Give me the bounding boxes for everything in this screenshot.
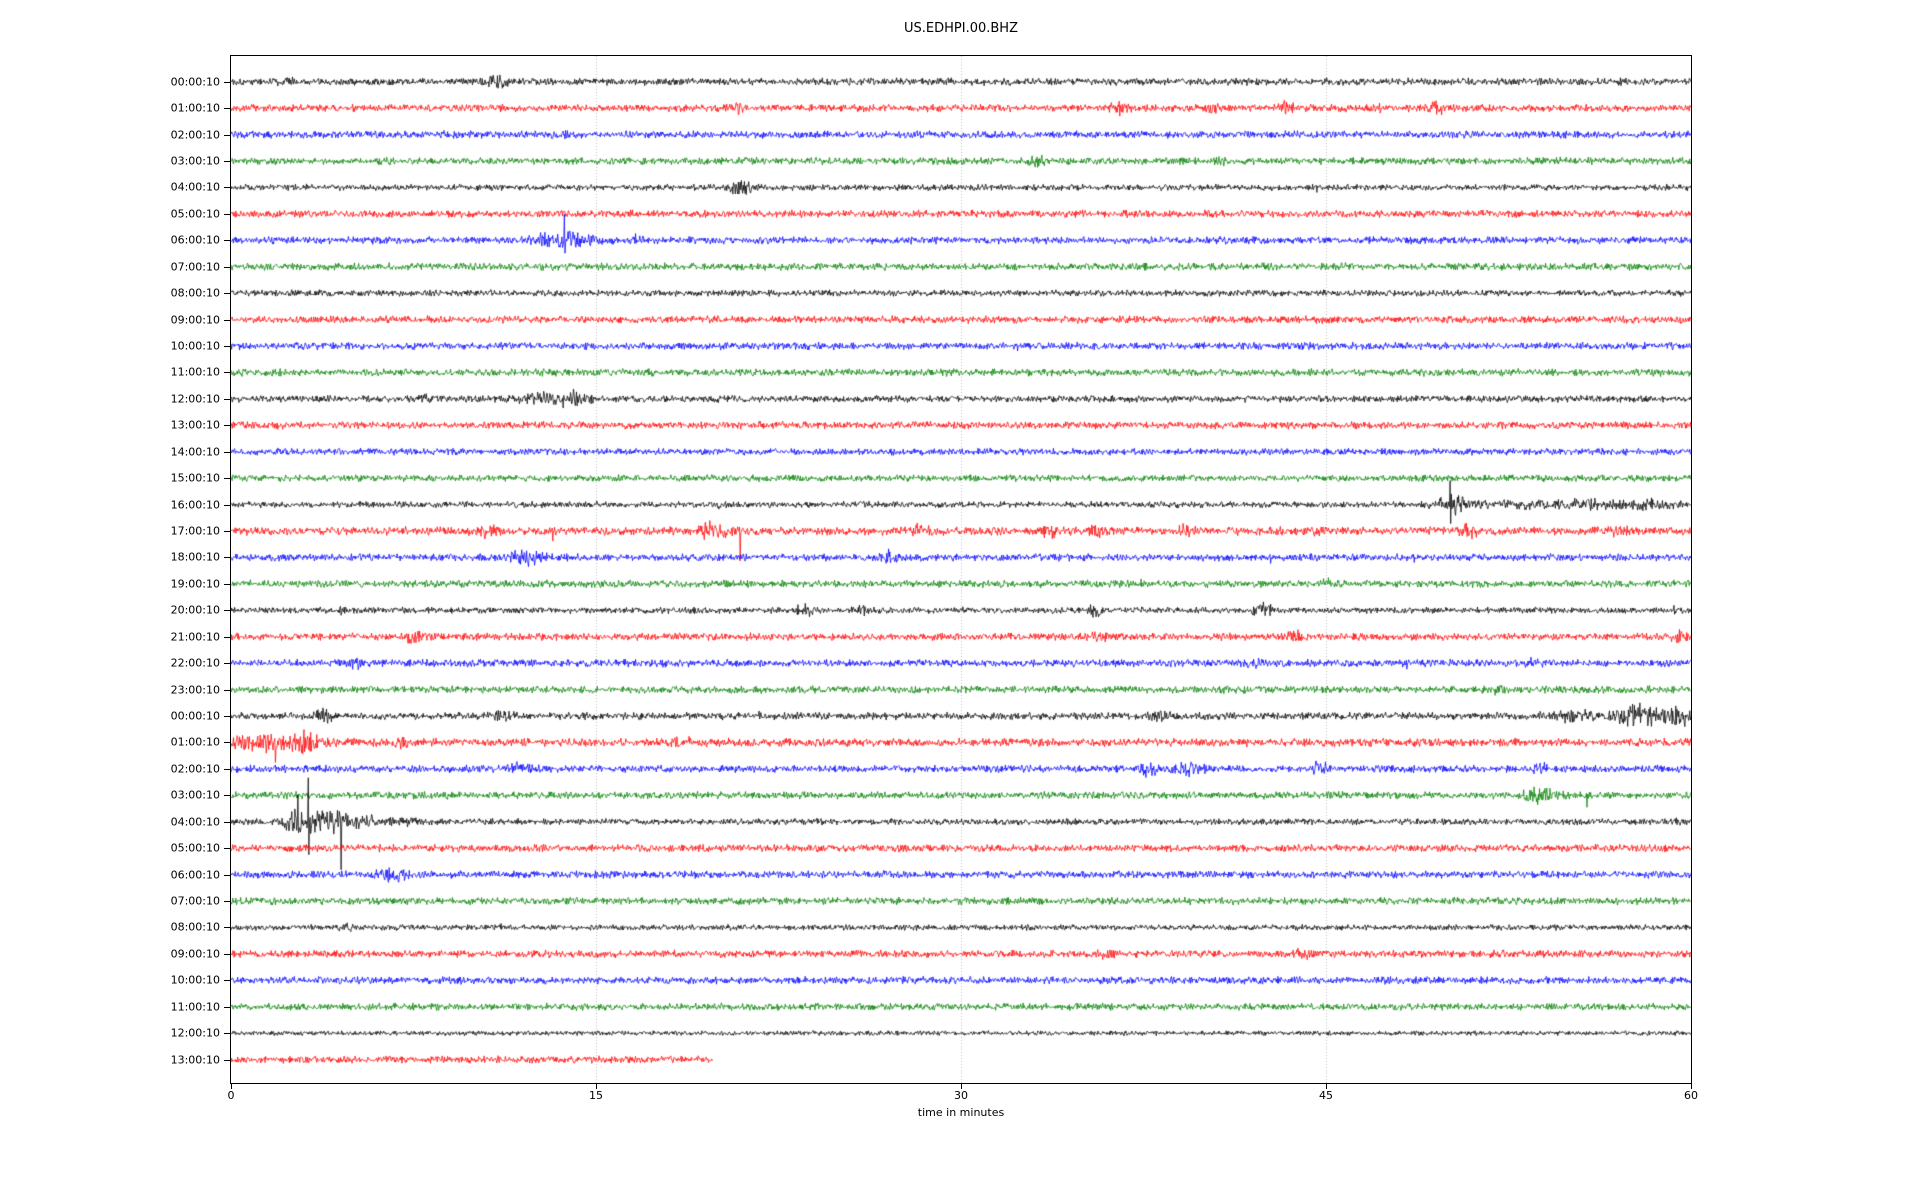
y-tick-label: 22:00:10 (170, 656, 220, 670)
y-tick-mark (224, 266, 230, 268)
y-tick-mark (224, 795, 230, 797)
y-tick-label: 02:00:10 (170, 762, 220, 776)
y-tick-label: 19:00:10 (170, 577, 220, 591)
y-tick-label: 04:00:10 (170, 180, 220, 194)
y-tick-label: 12:00:10 (170, 1026, 220, 1040)
y-tick-mark (224, 81, 230, 83)
y-tick-label: 08:00:10 (170, 920, 220, 934)
y-tick-label: 10:00:10 (170, 339, 220, 353)
y-tick-label: 04:00:10 (170, 815, 220, 829)
y-tick-mark (224, 346, 230, 347)
y-tick-label: 16:00:10 (170, 498, 220, 512)
y-tick-label: 17:00:10 (170, 524, 220, 538)
x-tick-label: 0 (227, 1089, 235, 1102)
y-tick-label: 02:00:10 (170, 128, 220, 142)
y-tick-mark (224, 716, 230, 718)
chart-title: US.EDHPI.00.BHZ (904, 21, 1018, 36)
y-tick-label: 00:00:10 (170, 75, 220, 89)
y-tick-mark (224, 874, 230, 876)
y-tick-label: 18:00:10 (170, 550, 220, 564)
x-axis-title: time in minutes (917, 1106, 1005, 1119)
y-tick-mark (224, 821, 230, 823)
y-tick-mark (224, 610, 230, 612)
y-tick-label: 23:00:10 (170, 683, 220, 697)
y-tick-mark (224, 583, 230, 585)
y-tick-mark (224, 187, 230, 189)
y-tick-mark (224, 1006, 230, 1008)
y-tick-mark (224, 108, 230, 110)
y-tick-mark (224, 372, 230, 374)
y-tick-mark (224, 531, 230, 532)
y-tick-mark (224, 134, 230, 136)
y-tick-mark (224, 742, 230, 744)
y-tick-mark (224, 689, 230, 691)
y-tick-mark (224, 1033, 230, 1035)
y-tick-label: 13:00:10 (170, 418, 220, 432)
x-tick-mark (231, 1084, 232, 1089)
y-tick-label: 09:00:10 (170, 947, 220, 961)
y-tick-mark (224, 768, 230, 770)
y-tick-label: 03:00:10 (170, 154, 220, 168)
y-tick-label: 21:00:10 (170, 630, 220, 644)
y-tick-label: 12:00:10 (170, 392, 220, 406)
y-tick-mark (224, 398, 230, 400)
y-tick-label: 15:00:10 (170, 471, 220, 485)
y-tick-mark (224, 1059, 230, 1061)
y-tick-label: 09:00:10 (170, 313, 220, 327)
y-tick-mark (224, 504, 230, 506)
y-tick-mark (224, 240, 230, 242)
x-tick-label: 30 (954, 1089, 968, 1102)
y-tick-label: 20:00:10 (170, 603, 220, 617)
y-tick-label: 07:00:10 (170, 260, 220, 274)
y-tick-mark (224, 478, 230, 480)
x-tick-mark (1326, 1084, 1327, 1089)
y-tick-label: 07:00:10 (170, 894, 220, 908)
x-tick-mark (596, 1084, 597, 1089)
y-tick-mark (224, 663, 230, 665)
y-tick-mark (224, 425, 230, 427)
y-tick-mark (224, 848, 230, 850)
y-tick-mark (224, 953, 230, 955)
y-tick-label: 11:00:10 (170, 365, 220, 379)
x-tick-label: 45 (1319, 1089, 1333, 1102)
x-tick-mark (961, 1084, 962, 1089)
y-tick-mark (224, 901, 230, 903)
y-tick-label: 10:00:10 (170, 973, 220, 987)
y-tick-label: 05:00:10 (170, 207, 220, 221)
y-tick-label: 01:00:10 (170, 735, 220, 749)
y-tick-mark (224, 319, 230, 321)
y-tick-label: 06:00:10 (170, 233, 220, 247)
y-tick-label: 01:00:10 (170, 101, 220, 115)
x-tick-mark (1691, 1084, 1692, 1089)
y-tick-mark (224, 927, 230, 929)
y-tick-label: 03:00:10 (170, 788, 220, 802)
y-tick-label: 08:00:10 (170, 286, 220, 300)
x-tick-label: 60 (1684, 1089, 1698, 1102)
y-tick-label: 00:00:10 (170, 709, 220, 723)
y-tick-mark (224, 451, 230, 453)
y-tick-mark (224, 213, 230, 215)
y-tick-label: 06:00:10 (170, 868, 220, 882)
y-tick-mark (224, 160, 230, 162)
seismogram-traces-canvas (231, 56, 1691, 1083)
y-tick-label: 14:00:10 (170, 445, 220, 459)
y-tick-mark (224, 636, 230, 638)
x-tick-label: 15 (589, 1089, 603, 1102)
plot-area (230, 55, 1692, 1084)
y-tick-mark (224, 980, 230, 982)
y-tick-label: 13:00:10 (170, 1053, 220, 1067)
y-tick-mark (224, 293, 230, 295)
y-tick-label: 11:00:10 (170, 1000, 220, 1014)
y-tick-mark (224, 557, 230, 559)
y-tick-label: 05:00:10 (170, 841, 220, 855)
